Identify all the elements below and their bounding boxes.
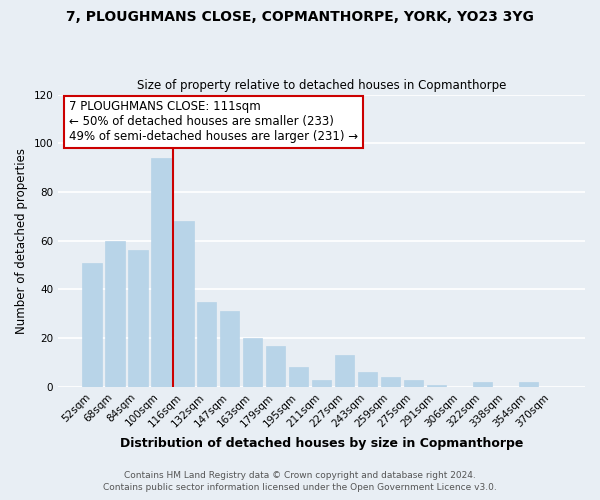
- Title: Size of property relative to detached houses in Copmanthorpe: Size of property relative to detached ho…: [137, 79, 506, 92]
- Bar: [381, 377, 400, 387]
- Bar: [105, 241, 125, 387]
- Y-axis label: Number of detached properties: Number of detached properties: [15, 148, 28, 334]
- Bar: [358, 372, 377, 387]
- Text: 7, PLOUGHMANS CLOSE, COPMANTHORPE, YORK, YO23 3YG: 7, PLOUGHMANS CLOSE, COPMANTHORPE, YORK,…: [66, 10, 534, 24]
- Bar: [174, 222, 194, 387]
- Text: 7 PLOUGHMANS CLOSE: 111sqm
← 50% of detached houses are smaller (233)
49% of sem: 7 PLOUGHMANS CLOSE: 111sqm ← 50% of deta…: [69, 100, 358, 144]
- Bar: [473, 382, 492, 387]
- Bar: [335, 356, 355, 387]
- Bar: [312, 380, 331, 387]
- Bar: [128, 250, 148, 387]
- X-axis label: Distribution of detached houses by size in Copmanthorpe: Distribution of detached houses by size …: [120, 437, 523, 450]
- Bar: [82, 262, 101, 387]
- Bar: [243, 338, 262, 387]
- Text: Contains HM Land Registry data © Crown copyright and database right 2024.
Contai: Contains HM Land Registry data © Crown c…: [103, 471, 497, 492]
- Bar: [220, 312, 239, 387]
- Bar: [518, 382, 538, 387]
- Bar: [197, 302, 217, 387]
- Bar: [427, 384, 446, 387]
- Bar: [151, 158, 170, 387]
- Bar: [266, 346, 286, 387]
- Bar: [404, 380, 423, 387]
- Bar: [289, 368, 308, 387]
